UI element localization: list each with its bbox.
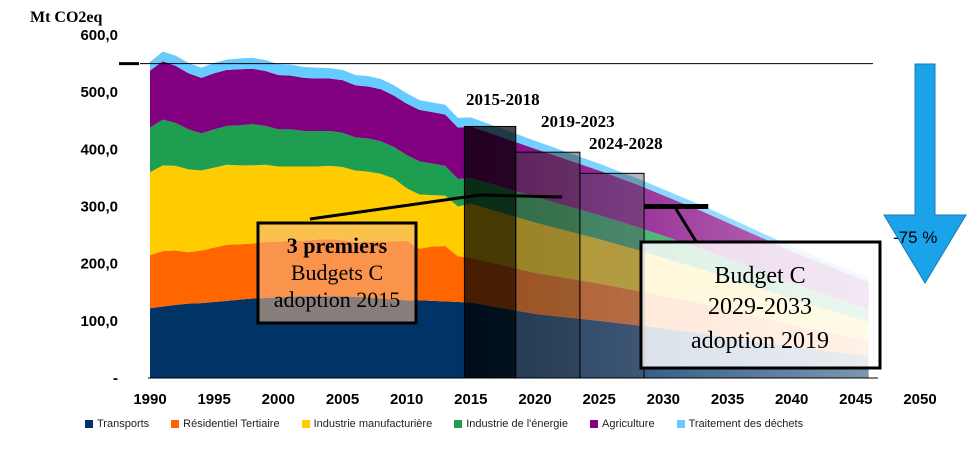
annotation-first-line2: Budgets C	[291, 260, 383, 285]
x-tick-label: 1995	[197, 391, 230, 408]
x-tick-label: 2005	[326, 391, 359, 408]
budget-bar-2024-2028	[579, 172, 645, 379]
x-tick-label: 1990	[133, 391, 166, 408]
legend-item: Agriculture	[589, 418, 655, 430]
legend-swatch	[85, 420, 93, 428]
legend-item: Résidentiel Tertiaire	[171, 418, 280, 430]
legend-label: Résidentiel Tertiaire	[183, 418, 280, 430]
x-tick-label: 2045	[839, 391, 872, 408]
y-tick-label: 300,0	[80, 199, 118, 216]
budget-bar-2015-2018	[463, 125, 517, 379]
legend-swatch	[676, 420, 685, 428]
budget-bar-2019-2023	[515, 151, 581, 379]
legend-label: Transports	[97, 418, 150, 430]
legend-swatch	[589, 420, 598, 428]
x-tick-label: 2050	[903, 391, 936, 408]
y-tick-label: -	[113, 370, 118, 387]
legend-label: Industrie de l'énergie	[466, 418, 568, 430]
legend: Transports Résidentiel Tertiaire Industrie…	[85, 418, 825, 430]
annotation-first-line3: adoption 2015	[274, 287, 401, 312]
connector-first-budgets	[309, 193, 481, 221]
budget-label-2015-2018: 2015-2018	[466, 90, 540, 109]
budget-label-2024-2028: 2024-2028	[589, 134, 663, 153]
y-tick-label: 200,0	[80, 256, 118, 273]
legend-label: Industrie manufacturière	[313, 418, 433, 430]
legend-label: Traitement des déchets	[688, 418, 804, 430]
annotation-next-line3: adoption 2019	[691, 328, 829, 354]
x-tick-label: 2010	[390, 391, 423, 408]
legend-item: Traitement des déchets	[676, 418, 804, 430]
y-tick-label: 400,0	[80, 141, 118, 158]
legend-item: Transports	[85, 418, 149, 430]
connector-next-budget	[674, 208, 699, 244]
reduction-label: -75 %	[893, 228, 937, 247]
connector-first-budgets-2	[479, 193, 563, 199]
annotation-next-budget: Budget C 2029-2033 adoption 2019	[639, 240, 882, 370]
annotation-next-line1: Budget C	[714, 263, 805, 289]
x-tick-labels: 1990 1995 2000 2005 2010 2015 2020 2025 2030 2035…	[133, 391, 936, 408]
x-tick-label: 2015	[454, 391, 487, 408]
x-tick-label: 2000	[262, 391, 295, 408]
y-tick-label: 500,0	[80, 84, 118, 101]
y-tick-labels: - 100,0 200,0 300,0 400,0 500,0 600,0	[80, 27, 118, 387]
x-tick-label: 2025	[582, 391, 615, 408]
legend-item: Industrie manufacturière	[301, 418, 433, 430]
legend-item: Industrie de l'énergie	[454, 418, 568, 430]
y-axis-label: Mt CO2eq	[30, 9, 103, 26]
annotation-next-line2: 2029-2033	[708, 294, 812, 320]
annotation-first-budgets: 3 premiers Budgets C adoption 2015	[256, 221, 418, 325]
x-tick-label: 2035	[711, 391, 744, 408]
y-tick-label: 600,0	[80, 27, 118, 44]
x-tick-label: 2040	[775, 391, 808, 408]
x-tick-label: 2030	[647, 391, 680, 408]
area-industrie-de-l-nergie	[150, 119, 869, 322]
legend-label: Agriculture	[601, 418, 655, 430]
reduction-arrow: -75 %	[883, 63, 967, 284]
legend-swatch	[171, 420, 180, 428]
budget-label-2019-2023: 2019-2023	[541, 112, 615, 131]
y-tick-label: 100,0	[80, 313, 118, 330]
annotation-first-line1: 3 premiers	[287, 233, 388, 258]
legend-swatch	[454, 420, 463, 428]
x-tick-label: 2020	[518, 391, 551, 408]
legend-swatch	[301, 420, 310, 428]
